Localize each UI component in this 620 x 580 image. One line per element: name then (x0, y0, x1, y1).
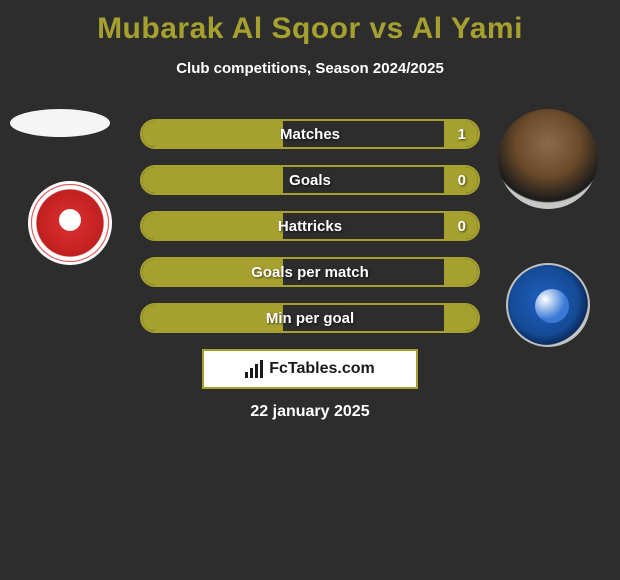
subtitle: Club competitions, Season 2024/2025 (0, 60, 620, 77)
player-left-club-badge (28, 181, 112, 265)
page-title: Mubarak Al Sqoor vs Al Yami (0, 12, 620, 46)
branding-text: FcTables.com (269, 360, 375, 378)
date-text: 22 january 2025 (0, 403, 620, 421)
stat-rows: Matches1Goals0Hattricks0Goals per matchM… (140, 119, 480, 333)
stat-label: Hattricks (142, 213, 478, 239)
stat-label: Goals per match (142, 259, 478, 285)
bar-chart-icon (245, 360, 263, 378)
stat-row: Goals per match (140, 257, 480, 287)
stat-row: Matches1 (140, 119, 480, 149)
stat-value-right: 0 (458, 167, 466, 193)
player-right-avatar (498, 109, 598, 209)
stat-label: Min per goal (142, 305, 478, 331)
branding-box: FcTables.com (202, 349, 418, 389)
stat-row: Hattricks0 (140, 211, 480, 241)
player-right-club-badge (506, 263, 590, 347)
stat-row: Goals0 (140, 165, 480, 195)
player-left-avatar (10, 109, 110, 137)
stat-label: Matches (142, 121, 478, 147)
stat-row: Min per goal (140, 303, 480, 333)
stat-value-right: 0 (458, 213, 466, 239)
stats-area: Matches1Goals0Hattricks0Goals per matchM… (0, 119, 620, 421)
stat-label: Goals (142, 167, 478, 193)
stat-value-right: 1 (458, 121, 466, 147)
